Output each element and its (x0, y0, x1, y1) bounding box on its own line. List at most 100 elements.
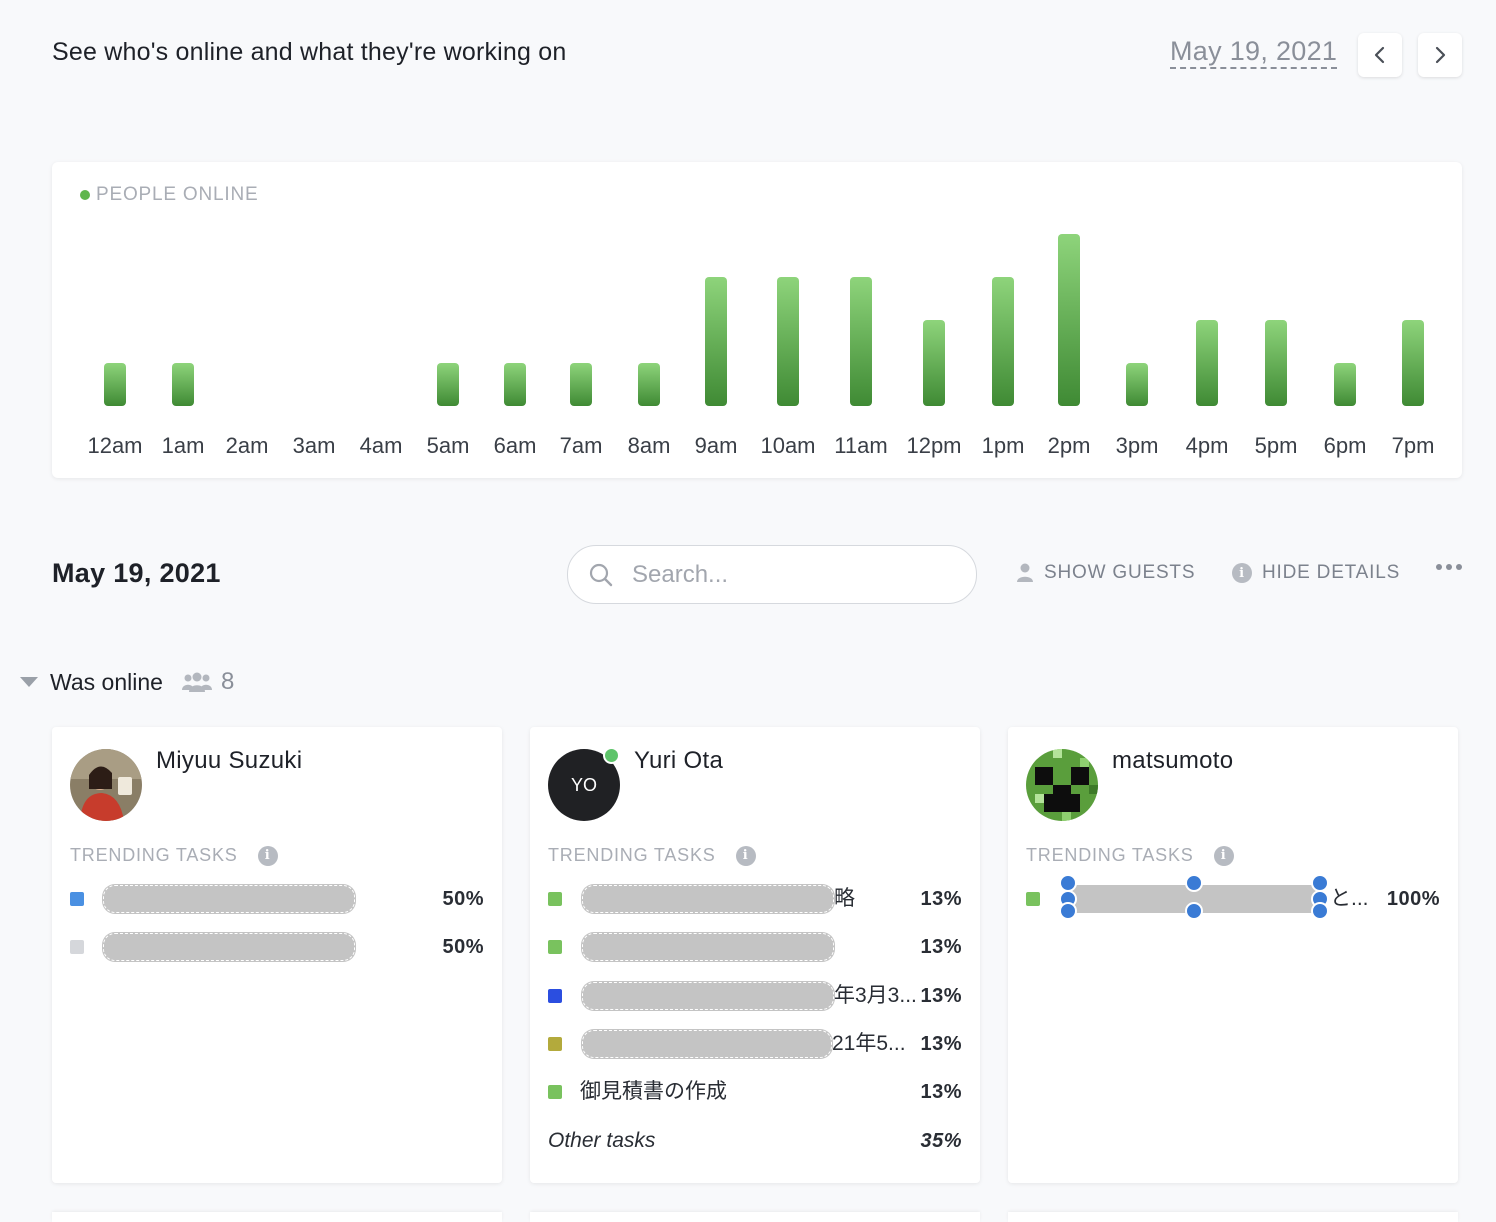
task-name: 年3月3... (834, 984, 917, 1007)
bar-6am[interactable] (504, 363, 526, 406)
x-tick-label: 10am (760, 433, 815, 458)
task-percent: 13% (920, 936, 962, 958)
x-tick-label: 7am (560, 433, 603, 458)
hide-details-button[interactable]: i HIDE DETAILS (1232, 562, 1400, 584)
x-tick-label: 3am (293, 433, 336, 458)
x-tick-label: 11am (834, 433, 887, 458)
user-card-peek (530, 1212, 980, 1222)
task-row[interactable]: 略 13% (548, 884, 962, 914)
next-day-button[interactable] (1418, 33, 1462, 77)
more-dots-icon (1436, 564, 1442, 570)
info-icon[interactable]: i (1213, 845, 1234, 866)
redacted-task-name (582, 982, 834, 1010)
bar-9am[interactable] (705, 277, 727, 406)
task-row[interactable]: 年3月3... 13% (548, 981, 962, 1011)
bar-12pm[interactable] (923, 320, 945, 406)
x-tick-label: 4am (360, 433, 403, 458)
search-input[interactable] (630, 559, 954, 590)
more-options-button[interactable] (1436, 564, 1462, 570)
task-color-swatch (70, 892, 84, 906)
user-card-peek (1008, 1212, 1458, 1222)
info-icon[interactable]: i (735, 845, 756, 866)
user-name: Miyuu Suzuki (156, 747, 303, 774)
bar-8am[interactable] (638, 363, 660, 406)
task-row[interactable]: 御見積書の作成 13% (548, 1077, 962, 1107)
task-row[interactable]: 13% (548, 932, 962, 962)
task-color-swatch (548, 940, 562, 954)
redacted-task-name (582, 1030, 832, 1058)
bar-7pm[interactable] (1402, 320, 1424, 406)
task-color-swatch (70, 940, 84, 954)
x-tick-label: 6pm (1324, 433, 1367, 458)
user-card[interactable]: matsumoto TRENDING TASKS i と... 100% (1008, 727, 1458, 1183)
search-box[interactable] (567, 545, 977, 604)
bar-1pm[interactable] (992, 277, 1014, 406)
task-color-swatch (548, 1085, 562, 1099)
task-percent: 13% (920, 1081, 962, 1103)
hide-details-label: HIDE DETAILS (1262, 562, 1401, 583)
people-online-title: PEOPLE ONLINE (80, 184, 258, 206)
user-card[interactable]: YO Yuri Ota TRENDING TASKS i 略 13% 13% 年… (530, 727, 980, 1183)
bar-7am[interactable] (570, 363, 592, 406)
other-tasks-row[interactable]: Other tasks 35% (548, 1126, 962, 1156)
bar-10am[interactable] (777, 277, 799, 406)
task-row[interactable]: と... 100% (1026, 874, 1440, 920)
resize-handle[interactable] (1059, 902, 1077, 920)
redacted-task-name (582, 933, 834, 961)
x-tick-label: 5am (427, 433, 470, 458)
people-online-chart: 12am 1am 2am 3am 4am 5am 6am 7am 8am 9am 10am 11am 1… (87, 234, 1435, 458)
chevron-right-icon (1435, 46, 1446, 64)
bar-3pm[interactable] (1126, 363, 1148, 406)
bar-12am[interactable] (104, 363, 126, 406)
user-card[interactable]: Miyuu Suzuki TRENDING TASKS i 50% 50% (52, 727, 502, 1183)
task-percent: 13% (920, 1033, 962, 1055)
people-group-icon (181, 672, 212, 692)
bar-4pm[interactable] (1196, 320, 1218, 406)
resize-handle[interactable] (1185, 874, 1203, 892)
chevron-left-icon (1374, 46, 1385, 64)
info-icon[interactable]: i (257, 845, 278, 866)
date-picker-link[interactable]: May 19, 2021 (1170, 36, 1338, 69)
bar-5pm[interactable] (1265, 320, 1287, 406)
group-label: Was online (50, 668, 163, 695)
task-row[interactable]: 21年5... 13% (548, 1029, 962, 1059)
x-tick-label: 12am (87, 433, 142, 458)
x-tick-label: 1am (162, 433, 205, 458)
x-tick-label: 8am (628, 433, 671, 458)
avatar (1026, 749, 1098, 821)
was-online-group-toggle[interactable]: Was online 8 (20, 668, 234, 696)
bar-11am[interactable] (850, 277, 872, 406)
task-row[interactable]: 50% (70, 932, 484, 962)
bar-5am[interactable] (437, 363, 459, 406)
group-count: 8 (220, 668, 235, 695)
show-guests-label: SHOW GUESTS (1044, 562, 1196, 583)
task-color-swatch (548, 989, 562, 1003)
people-online-card: 12am 1am 2am 3am 4am 5am 6am 7am 8am 9am 10am 11am 1… (52, 162, 1462, 478)
x-tick-label: 7pm (1392, 433, 1435, 458)
task-name: 21年5... (832, 1032, 906, 1055)
x-tick-label: 6am (494, 433, 537, 458)
task-percent: 13% (920, 888, 962, 910)
x-tick-label: 2pm (1048, 433, 1091, 458)
people-online-title-text: PEOPLE ONLINE (96, 184, 259, 205)
x-tick-label: 5pm (1255, 433, 1298, 458)
person-icon (1017, 563, 1033, 582)
task-percent: 50% (442, 936, 484, 958)
bar-1am[interactable] (172, 363, 194, 406)
prev-day-button[interactable] (1358, 33, 1402, 77)
task-color-swatch (1026, 892, 1040, 906)
task-percent: 100% (1386, 888, 1440, 910)
bar-2pm[interactable] (1058, 234, 1080, 406)
show-guests-button[interactable]: SHOW GUESTS (1016, 562, 1195, 584)
trending-tasks-label: TRENDING TASKS i (1026, 845, 1234, 866)
avatar (70, 749, 142, 821)
task-name: 御見積書の作成 (580, 1080, 727, 1103)
resize-handle[interactable] (1311, 902, 1329, 920)
task-color-swatch (548, 892, 562, 906)
task-row[interactable]: 50% (70, 884, 484, 914)
x-tick-label: 1pm (982, 433, 1025, 458)
trending-tasks-label: TRENDING TASKS i (70, 845, 278, 866)
resize-handle[interactable] (1185, 902, 1203, 920)
redacted-task-name (582, 885, 834, 913)
bar-6pm[interactable] (1334, 363, 1356, 406)
